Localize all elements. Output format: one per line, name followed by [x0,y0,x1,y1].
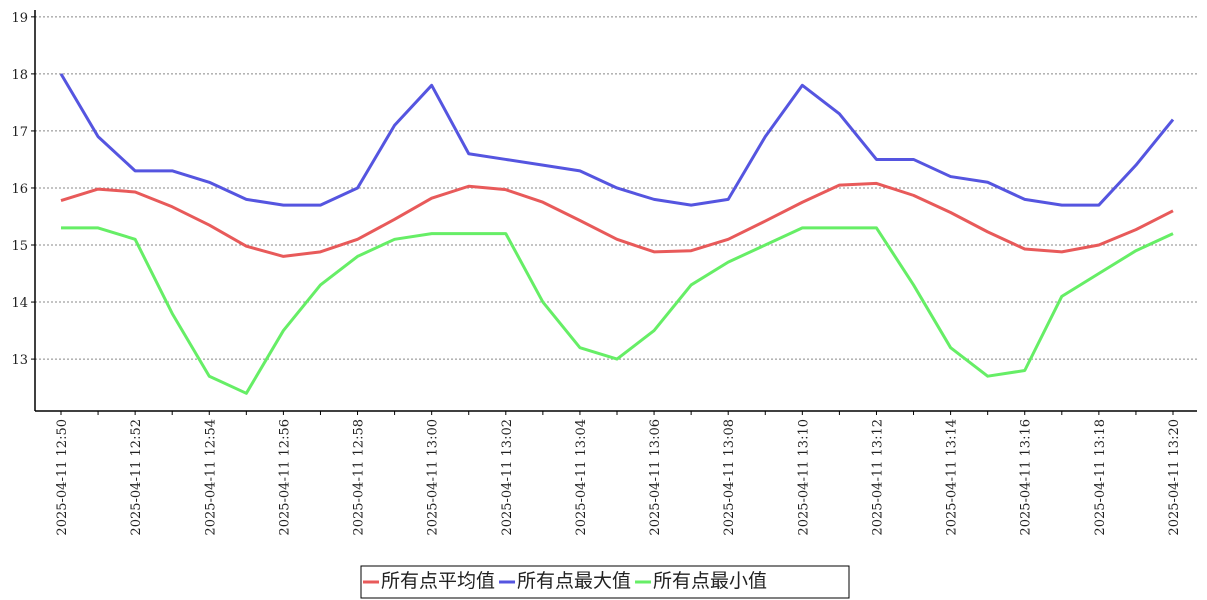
x-tick-label: 2025-04-11 13:00 [426,419,441,536]
legend-label: 所有点平均值 [381,570,495,592]
x-tick-label: 2025-04-11 13:04 [574,419,589,536]
legend-label: 所有点最大值 [517,570,631,592]
x-tick-label: 2025-04-11 13:08 [722,419,737,536]
y-tick-label: 15 [11,239,28,254]
x-tick-label: 2025-04-11 13:06 [648,419,663,536]
x-tick-label: 2025-04-11 13:12 [870,419,885,536]
x-tick-label: 2025-04-11 13:10 [796,419,811,536]
x-tick-label: 2025-04-11 12:54 [203,419,218,536]
x-tick-label: 2025-04-11 13:02 [500,419,515,536]
y-tick-label: 19 [11,11,28,26]
y-tick-label: 17 [11,125,28,140]
x-tick-label: 2025-04-11 13:14 [945,419,960,536]
x-tick-label: 2025-04-11 12:52 [129,419,144,536]
y-tick-label: 16 [11,182,28,197]
y-tick-label: 13 [11,353,28,368]
x-tick-label: 2025-04-11 12:50 [55,419,70,536]
x-tick-label: 2025-04-11 12:56 [277,419,292,536]
series-line [60,181,1174,258]
x-tick-label: 2025-04-11 13:18 [1093,419,1108,536]
series-line [59,73,1175,207]
x-tick-label: 2025-04-11 12:58 [352,419,367,536]
legend-label: 所有点最小值 [653,570,767,592]
y-tick-label: 14 [11,296,28,311]
y-tick-label: 18 [11,68,28,83]
series-line [61,226,1174,395]
legend-box [360,565,850,599]
x-tick-label: 2025-04-11 13:20 [1167,419,1182,536]
x-tick-label: 2025-04-11 13:16 [1019,419,1034,536]
